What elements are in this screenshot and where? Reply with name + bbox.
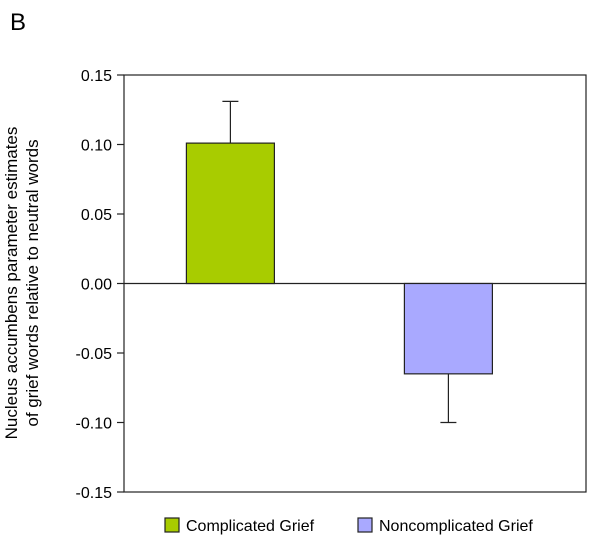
bar-1 (403, 282, 493, 375)
legend-swatch-0 (164, 517, 180, 533)
y-axis-title-line-2: of grief words relative to neutral words (23, 139, 42, 426)
legend-label-0: Complicated Grief (186, 518, 315, 535)
bar-0 (185, 142, 275, 285)
panel-label: B (10, 9, 26, 36)
y-tick-label-0: 0.15 (81, 68, 112, 85)
y-tick-label-6: -0.15 (76, 485, 113, 502)
bars (185, 142, 493, 375)
y-tick-label-1: 0.10 (81, 138, 112, 155)
y-axis-title: Nucleus accumbens parameter estimates of… (2, 127, 42, 440)
legend-label-1: Noncomplicated Grief (379, 518, 533, 535)
y-axis: 0.15 0.10 0.05 0.00 -0.05 -0.10 -0.15 (76, 68, 124, 502)
legend-swatch-1 (357, 517, 373, 533)
error-bars (222, 100, 457, 424)
y-tick-label-5: -0.10 (76, 416, 113, 433)
y-axis-title-line-1: Nucleus accumbens parameter estimates (2, 127, 21, 440)
legend: Complicated Grief Noncomplicated Grief (164, 517, 533, 535)
y-tick-label-2: 0.05 (81, 207, 112, 224)
y-tick-label-3: 0.00 (81, 277, 112, 294)
y-tick-label-4: -0.05 (76, 346, 113, 363)
